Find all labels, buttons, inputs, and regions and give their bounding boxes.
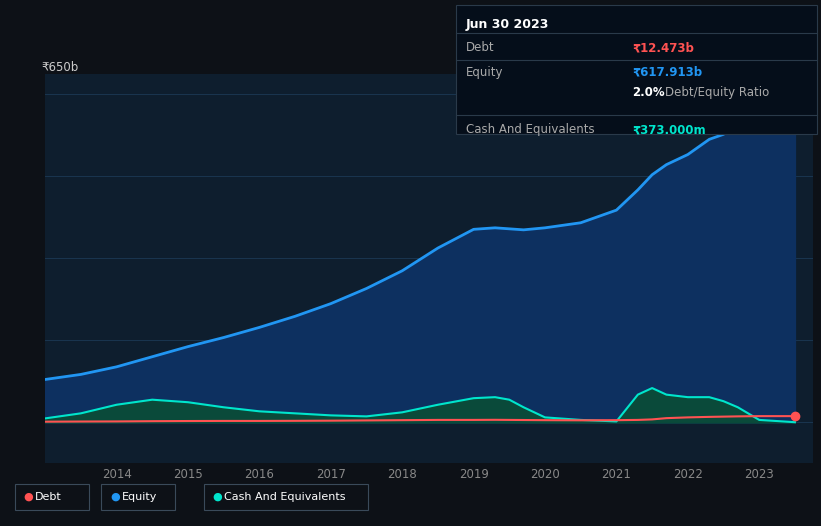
Text: Debt: Debt (466, 41, 494, 54)
Text: ●: ● (110, 492, 120, 502)
Text: Cash And Equivalents: Cash And Equivalents (224, 492, 346, 502)
Text: ₹650b: ₹650b (41, 60, 79, 74)
Text: ₹12.473b: ₹12.473b (632, 41, 694, 54)
Text: ●: ● (213, 492, 222, 502)
Text: Equity: Equity (466, 66, 503, 79)
Text: ₹373.000m: ₹373.000m (632, 123, 706, 136)
Text: Debt: Debt (35, 492, 62, 502)
Text: 2.0%: 2.0% (632, 86, 665, 99)
Text: Debt/Equity Ratio: Debt/Equity Ratio (665, 86, 769, 99)
Text: ₹617.913b: ₹617.913b (632, 66, 702, 79)
Text: Jun 30 2023: Jun 30 2023 (466, 18, 549, 31)
Text: ●: ● (24, 492, 34, 502)
Text: Cash And Equivalents: Cash And Equivalents (466, 123, 594, 136)
Text: ₹0: ₹0 (0, 525, 1, 526)
Text: Equity: Equity (122, 492, 157, 502)
